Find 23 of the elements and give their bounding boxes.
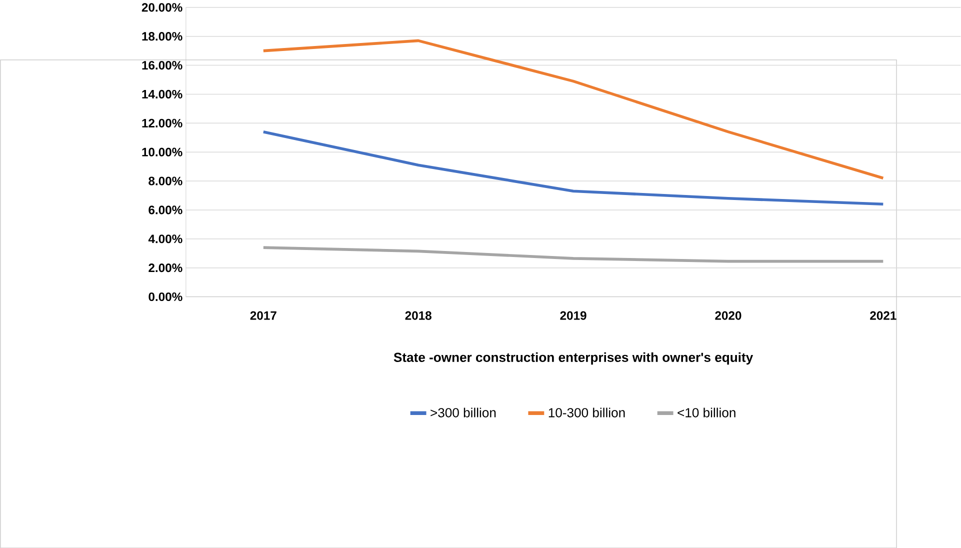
y-tick-label: 2.00% bbox=[148, 263, 182, 272]
y-tick-label: 8.00% bbox=[148, 176, 182, 186]
x-tick-label: 2017 bbox=[250, 311, 276, 320]
legend-label: <10 billion bbox=[678, 407, 736, 418]
x-axis-title: State -owner construction enterprises with owner's equity bbox=[394, 352, 754, 364]
y-tick-label: 0.00% bbox=[148, 292, 182, 301]
legend-label: 10-300 billion bbox=[548, 407, 625, 418]
y-tick-label: 16.00% bbox=[142, 60, 182, 70]
y-tick-label: 14.00% bbox=[142, 90, 182, 98]
x-tick-label: 2020 bbox=[715, 311, 742, 320]
line-series bbox=[262, 246, 885, 262]
x-tick-label: 2018 bbox=[405, 311, 432, 320]
y-tick-label: 10.00% bbox=[142, 148, 182, 156]
line-series bbox=[262, 39, 885, 180]
x-tick-label: 2019 bbox=[560, 311, 586, 320]
y-tick-label: 4.00% bbox=[148, 234, 182, 243]
y-tick-label: 18.00% bbox=[142, 32, 182, 40]
y-tick-label: 6.00% bbox=[148, 205, 182, 214]
y-tick-label: 12.00% bbox=[142, 118, 182, 128]
x-tick-label: 2021 bbox=[870, 311, 896, 320]
line-series bbox=[262, 130, 885, 206]
y-tick-label: 20.00% bbox=[142, 2, 182, 12]
legend-label: >300 billion bbox=[430, 407, 496, 418]
